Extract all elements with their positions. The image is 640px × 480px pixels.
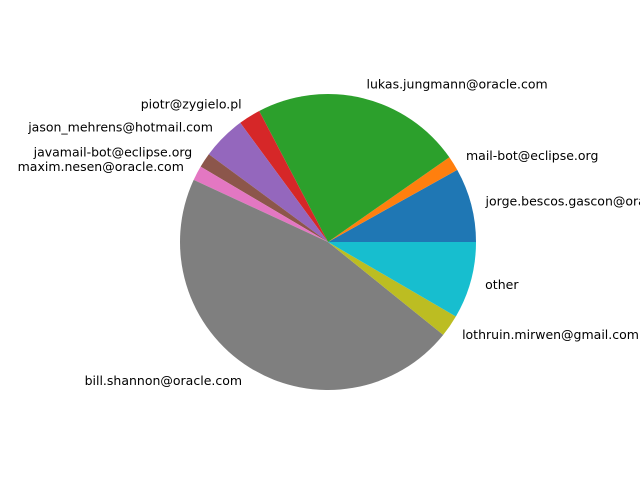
pie-slice-maxim-nesen-oracle-com [193,166,328,242]
pie-slice-other [328,242,476,317]
pie-label-lothruin-mirwen-gmail-com: lothruin.mirwen@gmail.com [462,327,639,342]
pie-label-lukas-jungmann-oracle-com: lukas.jungmann@oracle.com [367,76,548,91]
pie-label-piotr-zygielo-pl: piotr@zygielo.pl [141,97,242,112]
pie-labels: jorge.bescos.gascon@oracle.com mail-bot@e… [18,76,640,387]
pie-slice-jorge-bescos-gascon-oracle-com [328,169,476,242]
pie-label-mail-bot-eclipse-org: mail-bot@eclipse.org [466,148,598,163]
pie-slice-javamail-bot-eclipse-org [200,154,328,242]
pie-label-bill-shannon-oracle-com: bill.shannon@oracle.com [85,373,243,388]
pie-slice-mail-bot-eclipse-org [328,157,458,242]
pie-slices [179,94,476,391]
pie-slice-jason-mehrens-hotmail-com [208,122,328,242]
pie-slice-bill-shannon-oracle-com [179,179,444,391]
pie-label-javamail-bot-eclipse-org: javamail-bot@eclipse.org [33,145,193,160]
pie-slice-lukas-jungmann-oracle-com [259,94,450,242]
pie-slice-lothruin-mirwen-gmail-com [328,242,456,335]
pie-label-jason-mehrens-hotmail-com: jason_mehrens@hotmail.com [27,119,213,134]
pie-label-other: other [485,277,519,292]
pie-label-jorge-bescos-gascon-oracle-com: jorge.bescos.gascon@oracle.com [485,194,640,209]
pie-slice-piotr-zygielo-pl [240,110,328,243]
pie-label-maxim-nesen-oracle-com: maxim.nesen@oracle.com [18,159,184,174]
